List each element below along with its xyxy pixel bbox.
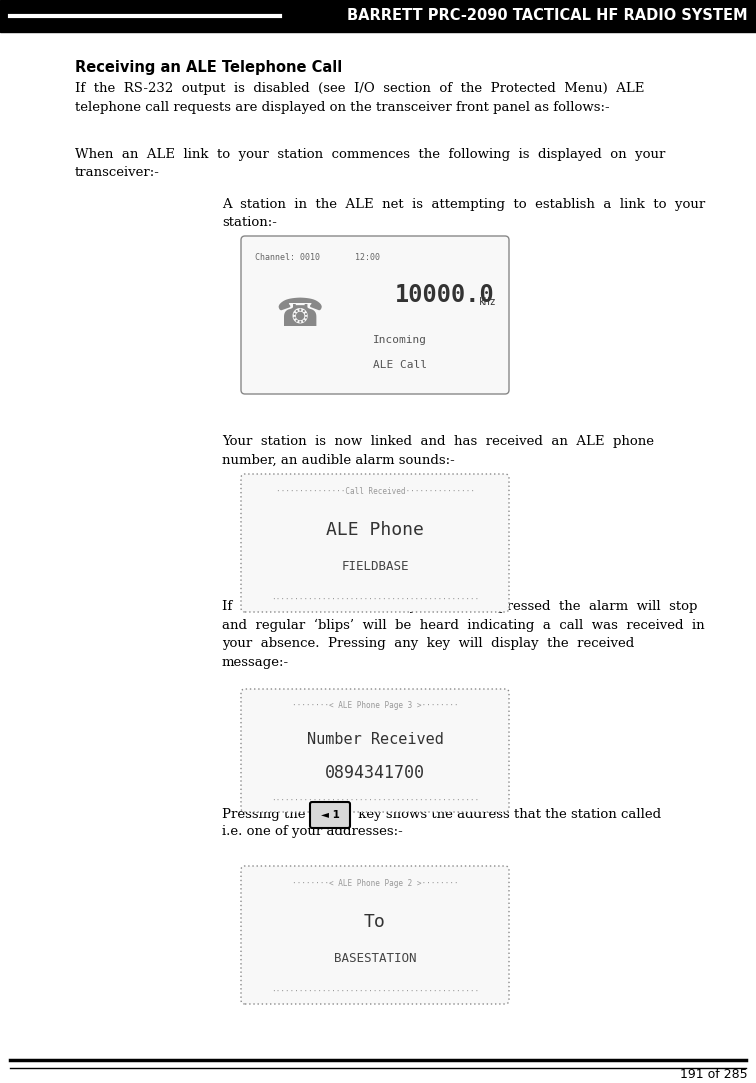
- Text: BARRETT PRC-2090 TACTICAL HF RADIO SYSTEM: BARRETT PRC-2090 TACTICAL HF RADIO SYSTE…: [347, 9, 748, 24]
- Text: i.e. one of your addresses:-: i.e. one of your addresses:-: [222, 825, 403, 838]
- Text: ☎: ☎: [276, 296, 324, 334]
- FancyBboxPatch shape: [241, 236, 509, 394]
- Text: key shows the address that the station called: key shows the address that the station c…: [354, 808, 662, 821]
- Text: kHz: kHz: [479, 297, 497, 306]
- Text: 191 of 285: 191 of 285: [680, 1069, 748, 1082]
- Text: If  after  60  seconds  no  key  has  been  pressed  the  alarm  will  stop
and : If after 60 seconds no key has been pres…: [222, 600, 705, 669]
- Text: 0894341700: 0894341700: [325, 764, 425, 782]
- Text: Receiving an ALE Telephone Call: Receiving an ALE Telephone Call: [75, 60, 342, 75]
- Text: ·············································: ········································…: [271, 596, 479, 604]
- Text: ALE Call: ALE Call: [373, 360, 427, 370]
- Text: ········< ALE Phone Page 3 >········: ········< ALE Phone Page 3 >········: [292, 702, 458, 710]
- Text: ········< ALE Phone Page 2 >········: ········< ALE Phone Page 2 >········: [292, 878, 458, 887]
- FancyBboxPatch shape: [241, 866, 509, 1004]
- Text: A  station  in  the  ALE  net  is  attempting  to  establish  a  link  to  your
: A station in the ALE net is attempting t…: [222, 198, 705, 230]
- Text: 10000.0: 10000.0: [395, 283, 495, 306]
- Text: ···············Call Received···············: ···············Call Received············…: [276, 487, 475, 496]
- Text: Incoming: Incoming: [373, 335, 427, 345]
- Text: Number Received: Number Received: [307, 732, 444, 747]
- Text: ALE Phone: ALE Phone: [326, 521, 424, 539]
- Bar: [0, 0, 756, 32]
- Text: BASESTATION: BASESTATION: [333, 952, 417, 965]
- Text: Your  station  is  now  linked  and  has  received  an  ALE  phone
number, an au: Your station is now linked and has recei…: [222, 435, 654, 467]
- Text: To: To: [364, 913, 386, 931]
- Text: When  an  ALE  link  to  your  station  commences  the  following  is  displayed: When an ALE link to your station commenc…: [75, 148, 665, 180]
- Text: ◄ 1: ◄ 1: [321, 810, 339, 820]
- Text: Pressing the: Pressing the: [222, 808, 305, 821]
- FancyBboxPatch shape: [241, 474, 509, 612]
- Text: ·············································: ········································…: [271, 796, 479, 806]
- Text: Channel: 0010       12:00: Channel: 0010 12:00: [255, 253, 380, 262]
- Text: If  the  RS-232  output  is  disabled  (see  I/O  section  of  the  Protected  M: If the RS-232 output is disabled (see I/…: [75, 82, 644, 114]
- Text: ·············································: ········································…: [271, 988, 479, 996]
- FancyBboxPatch shape: [310, 803, 350, 828]
- Text: FIELDBASE: FIELDBASE: [341, 560, 409, 573]
- FancyBboxPatch shape: [241, 689, 509, 812]
